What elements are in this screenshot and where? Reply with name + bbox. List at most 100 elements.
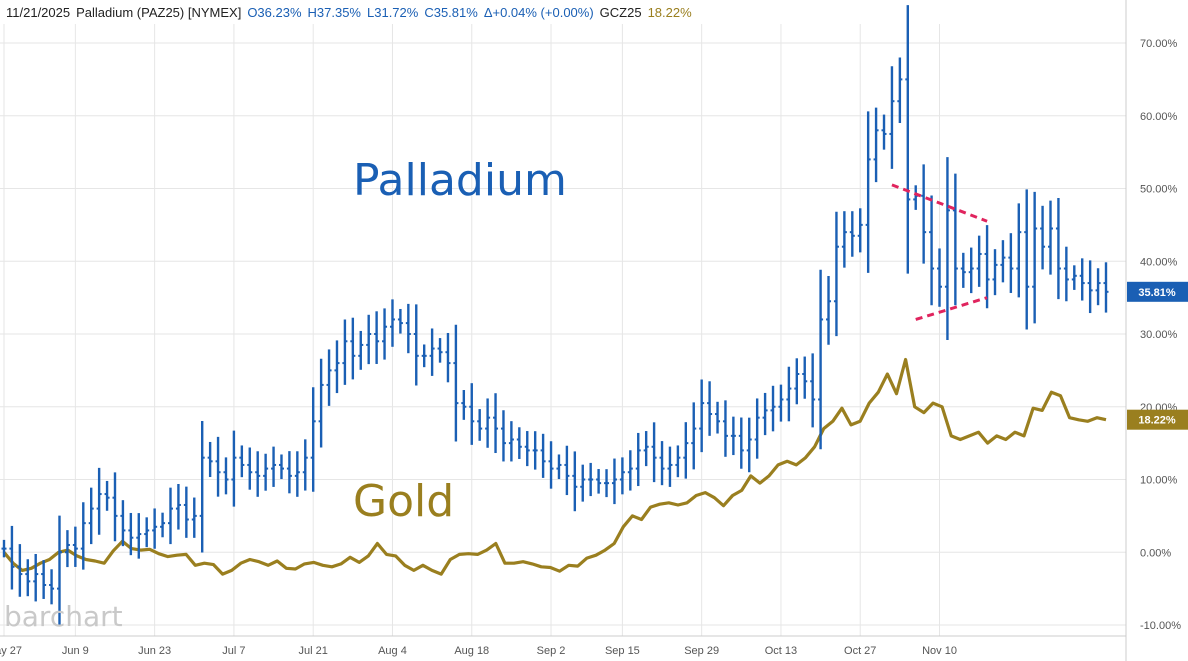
palladium-bar (596, 469, 602, 494)
palladium-bar (1, 539, 7, 558)
palladium-bar (350, 317, 356, 380)
palladium-bar (493, 393, 499, 454)
palladium-bar (128, 512, 134, 556)
x-tick-label: Nov 10 (922, 645, 957, 657)
header-open: O36.23% (247, 4, 302, 20)
palladium-bar (397, 308, 403, 334)
x-tick-label: Jun 9 (62, 645, 89, 657)
palladium-bar (786, 366, 792, 422)
palladium-bar (136, 513, 142, 559)
gold-annotation: Gold (353, 476, 454, 527)
palladium-bar (374, 311, 380, 364)
barchart-watermark: barchart (4, 600, 123, 633)
x-axis: May 27 Jun 9 Jun 23 Jul 7 Jul 21 Aug 4 Aug 18 S… (0, 645, 957, 657)
palladium-bar (421, 344, 427, 368)
palladium-bar (659, 441, 665, 486)
palladium-bar (1079, 258, 1085, 301)
palladium-bar (667, 446, 673, 487)
palladium-bar (207, 441, 213, 478)
palladium-bar (810, 353, 816, 428)
trendlines (891, 183, 988, 321)
palladium-bar (960, 252, 966, 288)
palladium-bar (691, 402, 697, 470)
palladium-bar (1063, 246, 1069, 302)
palladium-bar (881, 114, 887, 150)
palladium-bar (56, 515, 62, 626)
x-tick-label: Oct 13 (765, 645, 797, 657)
palladium-bar (976, 235, 982, 287)
palladium-bar (358, 330, 364, 370)
palladium-bar (905, 5, 911, 274)
palladium-bar (762, 392, 768, 436)
last-value-labels: 35.81% 18.22% (1127, 281, 1188, 430)
palladium-bar (152, 508, 158, 549)
y-tick-label: 30.00% (1140, 329, 1178, 341)
palladium-bar (80, 502, 86, 570)
x-tick-label: Jun 23 (138, 645, 171, 657)
palladium-bar (889, 66, 895, 169)
x-tick-label: Aug 18 (454, 645, 489, 657)
palladium-bar (937, 248, 943, 307)
palladium-last-label-text: 35.81% (1138, 287, 1176, 299)
palladium-bar (588, 462, 594, 497)
palladium-bar (429, 328, 435, 376)
palladium-bar (699, 379, 705, 453)
palladium-bar (382, 308, 388, 360)
palladium-bar (96, 467, 102, 535)
palladium-bar (921, 164, 927, 264)
header-low: L31.72% (367, 4, 419, 20)
palladium-bar (477, 409, 483, 441)
palladium-bar (722, 400, 728, 457)
palladium-bar (167, 487, 173, 545)
palladium-series (1, 5, 1109, 626)
palladium-bar (310, 387, 316, 492)
palladium-bar (500, 410, 506, 462)
x-tick-label: Jul 7 (222, 645, 245, 657)
palladium-bar (199, 421, 205, 553)
palladium-bar (485, 398, 491, 448)
palladium-bar (754, 398, 760, 459)
palladium-bar (540, 433, 546, 478)
palladium-bar (580, 464, 586, 502)
palladium-bar (1103, 262, 1109, 313)
palladium-bar (604, 469, 610, 498)
gold-last-label-bg (1127, 409, 1188, 430)
palladium-bar (294, 451, 300, 497)
palladium-bar (1087, 260, 1093, 314)
palladium-bar (865, 111, 871, 273)
palladium-bar (635, 432, 641, 487)
x-tick-label: Sep 29 (684, 645, 719, 657)
y-tick-label: 50.00% (1140, 184, 1178, 196)
palladium-bar (160, 512, 166, 538)
x-tick-label: May 27 (0, 645, 22, 657)
palladium-bar (278, 454, 284, 480)
y-tick-label: 40.00% (1140, 256, 1178, 268)
palladium-bar (532, 431, 538, 470)
palladium-bar (1055, 197, 1061, 300)
x-tick-label: Jul 21 (299, 645, 328, 657)
palladium-bar (231, 430, 237, 507)
palladium-bar (841, 211, 847, 268)
palladium-bar (1095, 268, 1101, 306)
palladium-bar (49, 569, 55, 605)
palladium-bar (794, 358, 800, 405)
palladium-bar (183, 486, 189, 538)
palladium-bar (643, 431, 649, 467)
palladium-bar (516, 427, 522, 459)
palladium-last-label-bg (1127, 281, 1188, 302)
header-compare-value: 18.22% (647, 4, 692, 20)
y-tick-label: 10.00% (1140, 475, 1178, 487)
palladium-bar (64, 530, 70, 568)
palladium-bar (239, 445, 245, 478)
palladium-bar (778, 384, 784, 422)
palladium-bar (651, 422, 657, 483)
palladium-bar (564, 445, 570, 496)
palladium-bar (802, 356, 808, 399)
palladium-bar (929, 195, 935, 306)
header-symbol: Palladium (PAZ25) [NYMEX] (76, 4, 242, 20)
header-high: H37.35% (307, 4, 361, 20)
palladium-bar (120, 500, 126, 547)
palladium-bar (873, 107, 879, 183)
palladium-bar (461, 390, 467, 420)
